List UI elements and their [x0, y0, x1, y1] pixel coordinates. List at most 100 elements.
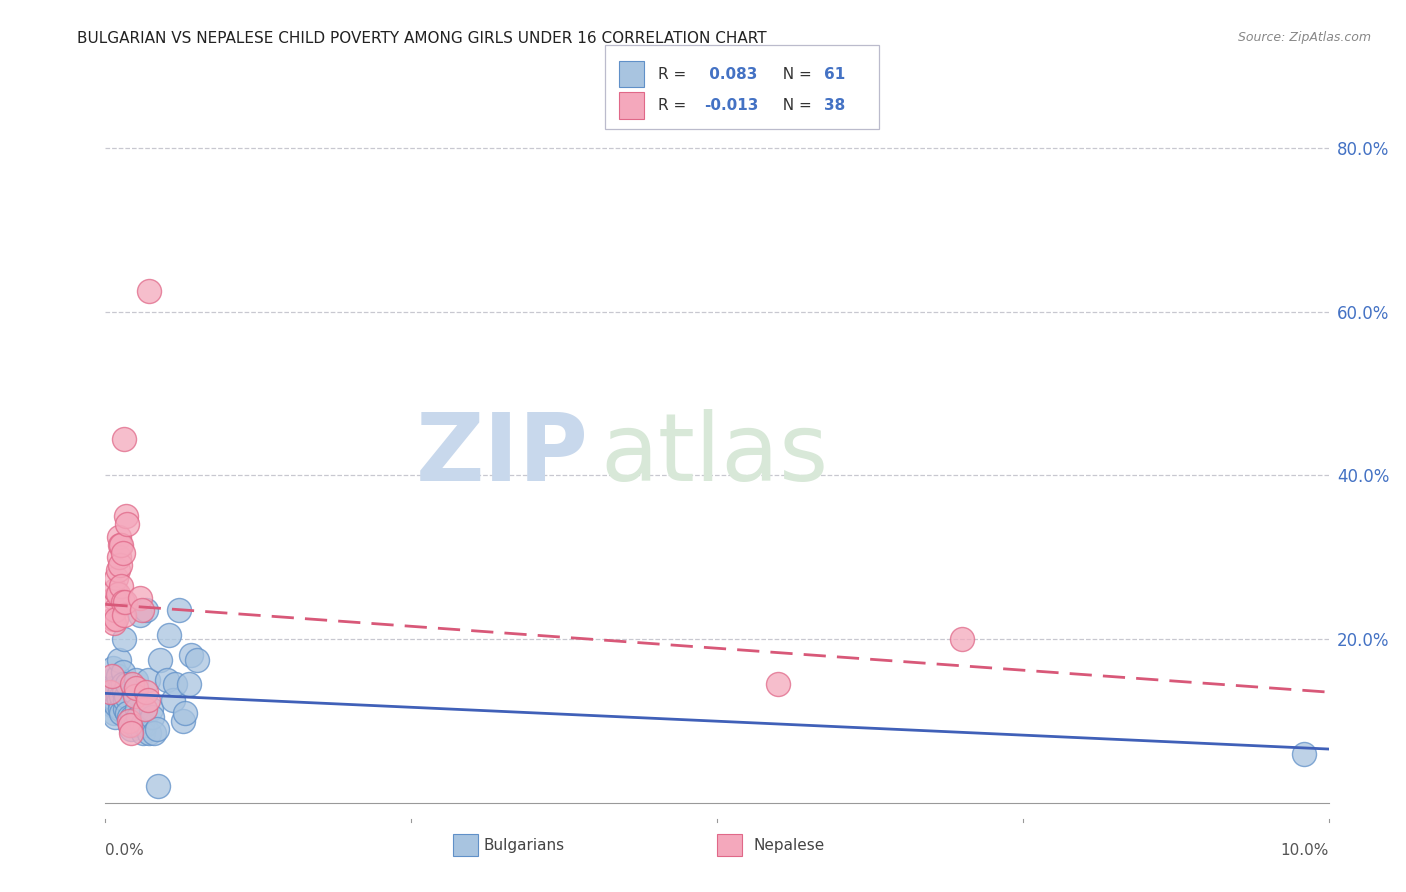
Text: R =: R = — [658, 98, 692, 112]
Point — [125, 681, 148, 696]
Point — [114, 595, 136, 609]
Text: 10.0%: 10.0% — [1281, 843, 1329, 858]
Point — [131, 603, 153, 617]
Point — [103, 706, 125, 720]
Point — [121, 710, 143, 724]
Point — [136, 693, 159, 707]
Point — [135, 603, 157, 617]
Point — [128, 607, 150, 622]
Point — [111, 677, 134, 691]
Text: ZIP: ZIP — [416, 409, 589, 501]
Point — [111, 546, 134, 560]
Point — [108, 652, 131, 666]
Text: R =: R = — [658, 67, 692, 81]
Text: -0.013: -0.013 — [704, 98, 759, 112]
Point — [157, 628, 180, 642]
Point — [167, 603, 190, 617]
Point — [111, 595, 134, 609]
Text: N =: N = — [773, 98, 817, 112]
Point — [165, 677, 187, 691]
Text: Bulgarians: Bulgarians — [484, 838, 565, 853]
Point — [127, 710, 149, 724]
Point — [110, 579, 132, 593]
Point — [115, 509, 138, 524]
Text: Nepalese: Nepalese — [754, 838, 825, 853]
Point — [103, 591, 125, 606]
Point — [115, 690, 138, 704]
Point — [117, 517, 139, 532]
Text: BULGARIAN VS NEPALESE CHILD POVERTY AMONG GIRLS UNDER 16 CORRELATION CHART: BULGARIAN VS NEPALESE CHILD POVERTY AMON… — [77, 31, 766, 46]
Text: Source: ZipAtlas.com: Source: ZipAtlas.com — [1237, 31, 1371, 45]
Point — [162, 693, 184, 707]
Point — [108, 701, 131, 715]
Point — [98, 685, 121, 699]
Point — [122, 685, 145, 699]
Point — [104, 693, 127, 707]
Point — [114, 701, 136, 715]
Point — [174, 706, 197, 720]
Point — [100, 669, 122, 683]
Point — [118, 718, 141, 732]
Point — [118, 710, 141, 724]
Point — [121, 677, 143, 691]
Point — [128, 591, 150, 606]
Point — [186, 652, 208, 666]
Point — [143, 726, 166, 740]
Point — [117, 706, 139, 720]
Point — [101, 612, 124, 626]
Point — [135, 685, 157, 699]
Point — [101, 681, 124, 696]
Text: 61: 61 — [824, 67, 845, 81]
Point — [134, 701, 156, 715]
Point — [950, 632, 973, 646]
Point — [117, 677, 139, 691]
Point — [98, 685, 121, 699]
Point — [136, 673, 159, 687]
Point — [103, 685, 125, 699]
Point — [177, 677, 200, 691]
Point — [124, 718, 146, 732]
Point — [124, 690, 146, 704]
Point — [112, 685, 135, 699]
Point — [146, 780, 169, 794]
Text: 0.083: 0.083 — [704, 67, 758, 81]
Point — [101, 661, 124, 675]
Point — [138, 284, 160, 298]
Point — [108, 693, 131, 707]
Point — [108, 538, 131, 552]
Point — [146, 722, 169, 736]
Point — [100, 698, 122, 712]
Point — [172, 714, 194, 728]
Point — [105, 571, 128, 585]
Point — [104, 710, 127, 724]
Point — [104, 603, 127, 617]
Point — [108, 558, 131, 573]
Point — [768, 677, 790, 691]
Point — [114, 693, 136, 707]
Point — [112, 632, 135, 646]
Point — [141, 710, 163, 724]
Point — [107, 669, 129, 683]
Point — [105, 612, 128, 626]
Point — [112, 432, 135, 446]
Point — [112, 607, 135, 622]
Point — [149, 652, 172, 666]
Point — [118, 718, 141, 732]
Point — [110, 538, 132, 552]
Point — [103, 615, 125, 630]
Point — [107, 562, 129, 576]
Point — [105, 681, 128, 696]
Point — [105, 698, 128, 712]
Point — [111, 665, 134, 679]
Point — [132, 726, 155, 740]
Text: 0.0%: 0.0% — [105, 843, 145, 858]
Point — [155, 673, 177, 687]
Point — [127, 701, 149, 715]
Point — [139, 701, 162, 715]
Text: 38: 38 — [824, 98, 845, 112]
Point — [107, 587, 129, 601]
Text: N =: N = — [773, 67, 817, 81]
Point — [110, 706, 132, 720]
Point — [118, 714, 141, 728]
Point — [104, 582, 127, 597]
